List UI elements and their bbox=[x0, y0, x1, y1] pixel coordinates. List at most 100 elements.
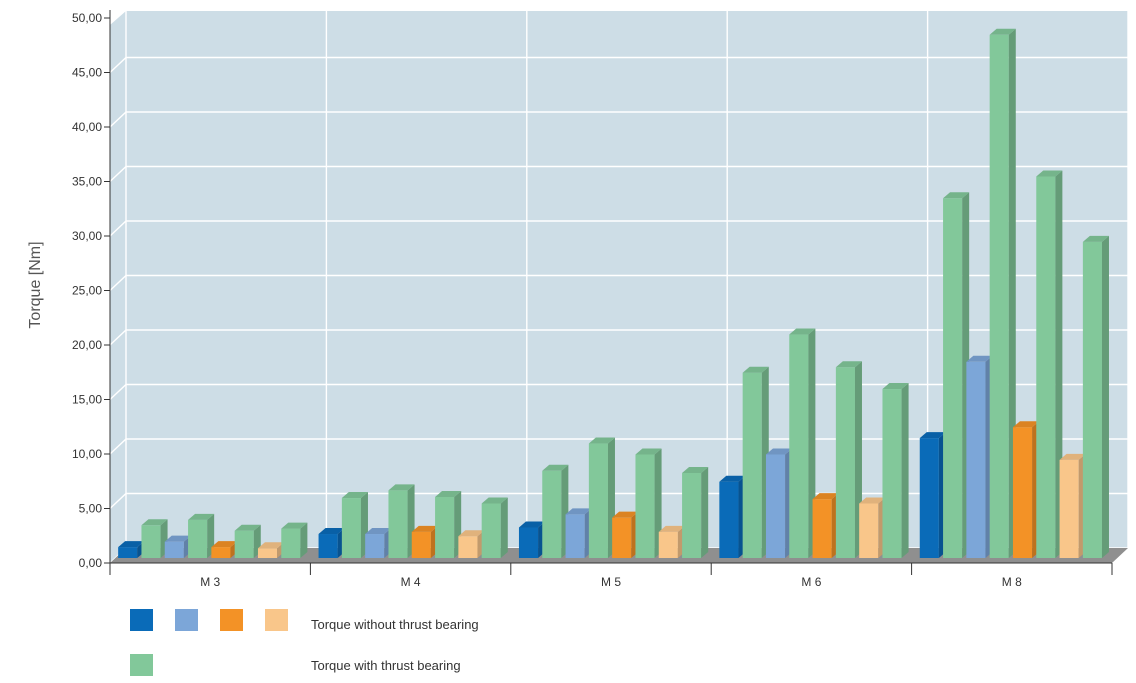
bar-top bbox=[989, 28, 1016, 35]
bar bbox=[518, 521, 546, 558]
bar bbox=[411, 525, 438, 558]
bar bbox=[635, 448, 662, 558]
x-category-label: M 6 bbox=[801, 575, 821, 589]
bar-top bbox=[411, 525, 438, 532]
bar-top bbox=[742, 366, 769, 373]
bar-front bbox=[1059, 459, 1079, 558]
bar bbox=[943, 192, 970, 559]
bar bbox=[1082, 235, 1109, 558]
bar-front bbox=[388, 490, 408, 558]
legend-row-without-thrust-bearing bbox=[130, 609, 288, 631]
bar bbox=[365, 528, 392, 558]
legend-label-without-thrust-bearing: Torque without thrust bearing bbox=[311, 617, 479, 632]
y-tick-label: 5,00 bbox=[79, 502, 103, 516]
bar-front bbox=[565, 514, 585, 558]
bar-top bbox=[812, 493, 839, 500]
bar-front bbox=[1036, 176, 1056, 558]
bar-top bbox=[341, 492, 368, 499]
bar bbox=[234, 524, 261, 558]
bar-top bbox=[658, 525, 685, 532]
bar bbox=[812, 493, 839, 558]
bar-front bbox=[658, 531, 678, 558]
legend-swatch bbox=[265, 609, 288, 631]
bar-top bbox=[859, 497, 886, 504]
bar bbox=[565, 508, 592, 558]
bars-group bbox=[118, 28, 1109, 559]
y-tick-label: 0,00 bbox=[79, 556, 103, 570]
bar-top bbox=[318, 528, 345, 535]
bar-top bbox=[365, 528, 392, 535]
bar-top bbox=[211, 541, 238, 548]
bar-side bbox=[901, 383, 909, 558]
bar bbox=[719, 475, 746, 558]
bar bbox=[458, 530, 485, 558]
bar-front bbox=[234, 530, 254, 558]
bar bbox=[989, 28, 1016, 559]
bar-side bbox=[701, 466, 709, 558]
bar-top bbox=[966, 355, 993, 362]
bar-front bbox=[518, 527, 539, 558]
y-tick-label: 25,00 bbox=[72, 284, 102, 298]
x-category-label: M 4 bbox=[401, 575, 421, 589]
bar-front bbox=[882, 389, 902, 558]
bar-front bbox=[742, 372, 762, 558]
bar bbox=[588, 437, 615, 558]
bar-front bbox=[835, 367, 855, 558]
bar-side bbox=[1101, 235, 1109, 558]
bar-front bbox=[318, 534, 338, 558]
bar-front bbox=[789, 334, 809, 558]
bar-front bbox=[188, 519, 208, 558]
bar-top bbox=[1036, 170, 1063, 177]
bar-top bbox=[234, 524, 261, 531]
bar bbox=[281, 522, 308, 558]
y-tick-label: 45,00 bbox=[72, 66, 102, 80]
bar-front bbox=[966, 361, 986, 558]
bar bbox=[658, 525, 685, 558]
bar bbox=[835, 361, 862, 558]
y-tick-label: 30,00 bbox=[72, 229, 102, 243]
bar-top bbox=[542, 464, 569, 471]
bar bbox=[682, 466, 709, 558]
bar-top bbox=[435, 490, 462, 497]
y-tick-label: 40,00 bbox=[72, 120, 102, 134]
bar bbox=[789, 328, 816, 558]
bar-front bbox=[164, 541, 184, 558]
bar-front bbox=[612, 517, 632, 558]
bar-top bbox=[164, 535, 191, 542]
bar bbox=[542, 464, 569, 558]
bar-front bbox=[719, 481, 739, 558]
bar-front bbox=[859, 503, 879, 558]
bar bbox=[141, 519, 168, 558]
bar-front bbox=[435, 496, 455, 558]
bar-front bbox=[211, 547, 231, 558]
bar-front bbox=[458, 536, 478, 558]
bar-front bbox=[118, 547, 138, 558]
legend: Torque without thrust bearing Torque wit… bbox=[130, 609, 479, 676]
y-tick-label: 10,00 bbox=[72, 447, 102, 461]
bar bbox=[859, 497, 886, 558]
bar-top bbox=[481, 497, 508, 504]
legend-row-with-thrust-bearing bbox=[130, 654, 153, 676]
y-tick-label: 15,00 bbox=[72, 393, 102, 407]
x-category-label: M 5 bbox=[601, 575, 621, 589]
x-category-labels: M 3 M 4 M 5 M 6 M 8 bbox=[200, 575, 1022, 589]
y-tick-label: 20,00 bbox=[72, 338, 102, 352]
bar-front bbox=[635, 454, 655, 558]
bar-top bbox=[1012, 421, 1040, 428]
bar-top bbox=[635, 448, 662, 455]
bar-top bbox=[882, 383, 909, 390]
bar bbox=[1036, 170, 1063, 558]
bar-top bbox=[281, 522, 308, 529]
bar-front bbox=[588, 443, 608, 558]
bar-front bbox=[481, 503, 501, 558]
bar-front bbox=[943, 198, 963, 559]
y-tick-labels: 0,00 5,00 10,00 15,00 20,00 25,00 30,00 35,00 40… bbox=[72, 11, 110, 570]
bar bbox=[966, 355, 993, 558]
bar-side bbox=[1008, 28, 1016, 559]
bar-top bbox=[257, 542, 285, 549]
bar-top bbox=[588, 437, 615, 444]
bar-top bbox=[118, 541, 145, 548]
bar-top bbox=[765, 448, 793, 455]
y-tick-label: 35,00 bbox=[72, 175, 102, 189]
bar bbox=[318, 528, 345, 558]
